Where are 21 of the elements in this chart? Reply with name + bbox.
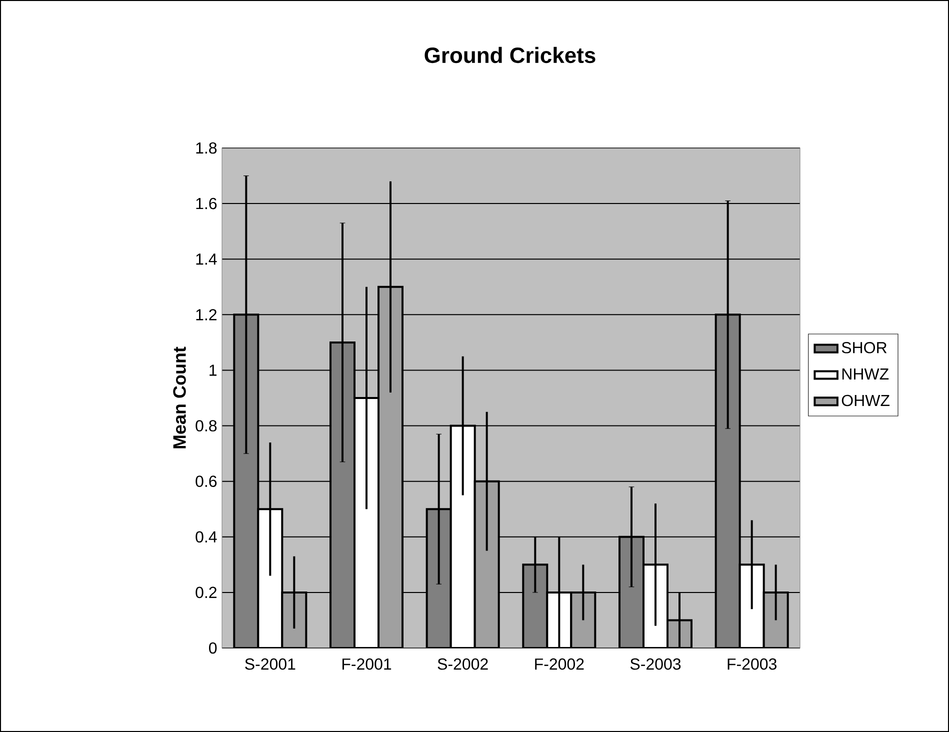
y-tick-label: 1.8	[196, 142, 217, 154]
y-tick-label: 0.6	[196, 476, 217, 487]
y-tick-label: 0.8	[196, 420, 217, 432]
y-tick-label: 1.2	[196, 309, 216, 320]
y-tick-label: 0.2	[196, 586, 216, 598]
legend-label: SHOR	[842, 342, 887, 354]
y-tick-label: 1.4	[196, 254, 217, 265]
x-tick-label: S-2003	[630, 658, 681, 670]
y-axis-title: Mean Count	[173, 346, 186, 448]
y-tick-label: 0.4	[196, 531, 217, 543]
x-tick-label: S-2002	[438, 658, 488, 670]
x-tick-label: F-2001	[342, 658, 392, 670]
y-tick-label: 1	[210, 364, 217, 376]
x-tick-label: F-2003	[728, 658, 776, 670]
legend-label: NHWZ	[842, 368, 889, 380]
y-tick-label: 1.6	[196, 198, 217, 210]
x-tick-label: S-2001	[245, 658, 296, 670]
chart-title: Ground Crickets	[424, 46, 596, 64]
legend-label: OHWZ	[842, 394, 890, 406]
y-tick-label: 0	[209, 642, 217, 654]
x-tick-label: F-2002	[535, 658, 584, 670]
